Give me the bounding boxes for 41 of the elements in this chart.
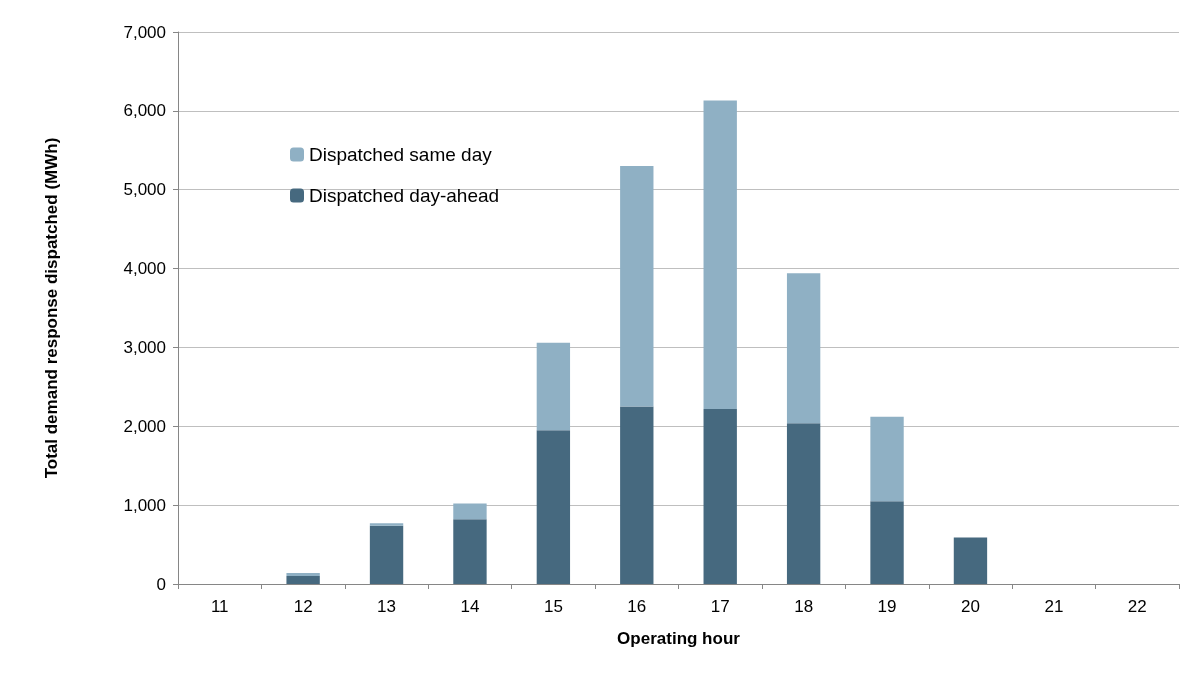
y-tick-label: 7,000 (123, 22, 166, 42)
bar (870, 416, 904, 502)
y-tick-label: 3,000 (123, 337, 166, 357)
bar (870, 501, 904, 584)
x-tick-label: 17 (710, 597, 730, 616)
bar (703, 100, 737, 409)
bar (536, 342, 571, 431)
bar (286, 576, 320, 584)
x-tick-label: 19 (877, 597, 897, 616)
legend-label: Dispatched same day (309, 144, 493, 165)
y-tick-label: 4,000 (123, 259, 166, 279)
y-tick-label: 1,000 (123, 495, 166, 515)
bar (620, 166, 654, 407)
y-tick-label: 5,000 (123, 180, 166, 200)
legend-label: Dispatched day-ahead (309, 185, 500, 206)
bar (786, 273, 821, 424)
x-tick-label: 18 (794, 597, 814, 616)
bar (786, 423, 821, 584)
x-tick-label: 16 (627, 597, 647, 616)
x-tick-label: 12 (293, 597, 313, 616)
y-tick-label: 0 (156, 574, 166, 594)
x-tick-label: 11 (210, 597, 229, 616)
bar (286, 572, 320, 577)
x-tick-label: 21 (1044, 597, 1064, 616)
x-tick-label: 13 (377, 597, 396, 616)
bar (703, 408, 737, 584)
x-tick-label: 14 (460, 597, 480, 616)
y-tick-label: 2,000 (123, 416, 166, 436)
x-axis-title: Operating hour (617, 629, 741, 648)
x-tick-label: 22 (1127, 597, 1147, 616)
bar (453, 519, 487, 584)
x-tick-label: 20 (961, 597, 980, 616)
bar (369, 525, 404, 584)
y-axis-title: Total demand response dispatched (MWh) (42, 137, 61, 479)
bar (453, 503, 487, 520)
bar (620, 406, 654, 584)
y-tick-label: 6,000 (123, 101, 166, 121)
bar (953, 537, 988, 584)
x-tick-label: 15 (543, 597, 563, 616)
bar (369, 523, 404, 526)
bar (536, 430, 571, 584)
